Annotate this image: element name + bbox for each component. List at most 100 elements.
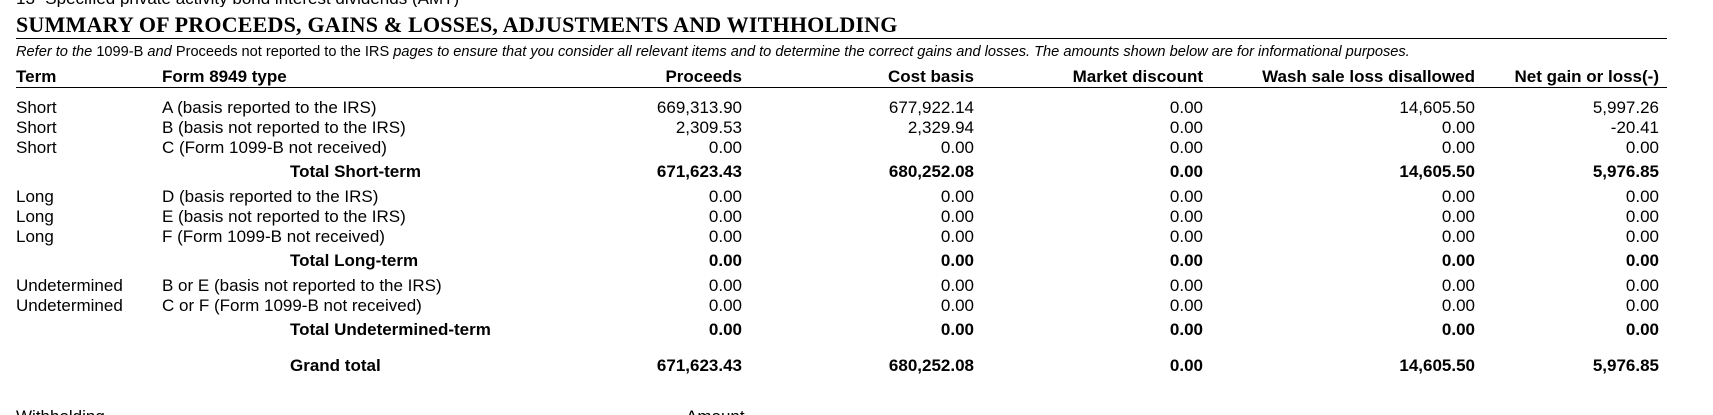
header-cost-basis: Cost basis — [888, 67, 974, 86]
proceeds-cell: 0.00 — [708, 276, 742, 295]
note-link-proceeds: Proceeds not reported to the IRS — [175, 44, 390, 60]
net-gain-cell: 0.00 — [1625, 276, 1659, 295]
proceeds-cell: 0.00 — [708, 296, 742, 315]
cost-basis-cell: 680,252.08 — [888, 356, 974, 375]
market-discount-cell: 0.00 — [1169, 207, 1203, 226]
proceeds-cell: 671,623.43 — [656, 162, 742, 181]
next-line-value: Amount — [686, 407, 745, 415]
term-cell: Undetermined — [16, 276, 123, 295]
cost-basis-cell: 0.00 — [940, 207, 974, 226]
wash-sale-cell: 0.00 — [1441, 296, 1475, 315]
wash-sale-cell: 14,605.50 — [1399, 98, 1475, 117]
market-discount-cell: 0.00 — [1169, 227, 1203, 246]
header-rule — [16, 87, 1667, 88]
cost-basis-cell: 0.00 — [940, 227, 974, 246]
header-wash-sale: Wash sale loss disallowed — [1262, 67, 1475, 86]
net-gain-cell: 0.00 — [1625, 138, 1659, 157]
net-gain-cell: 5,976.85 — [1592, 162, 1659, 181]
market-discount-cell: 0.00 — [1169, 276, 1203, 295]
section-title: SUMMARY OF PROCEEDS, GAINS & LOSSES, ADJ… — [16, 12, 898, 37]
wash-sale-cell: 14,605.50 — [1399, 162, 1475, 181]
header-net-gain: Net gain or loss(-) — [1514, 67, 1659, 86]
cost-basis-cell: 0.00 — [940, 276, 974, 295]
proceeds-cell: 0.00 — [708, 207, 742, 226]
form-type-cell: B or E (basis not reported to the IRS) — [162, 276, 442, 295]
market-discount-cell: 0.00 — [1169, 251, 1203, 270]
market-discount-cell: 0.00 — [1169, 296, 1203, 315]
header-form-type: Form 8949 type — [162, 67, 287, 86]
previous-line: 13- Specified private activity bond inte… — [16, 0, 459, 7]
form-type-cell: C (Form 1099-B not received) — [162, 138, 387, 157]
proceeds-cell: 0.00 — [708, 227, 742, 246]
previous-line-label: 13- Specified private activity bond inte… — [16, 0, 459, 7]
form-type-cell: E (basis not reported to the IRS) — [162, 207, 406, 226]
cost-basis-cell: 0.00 — [940, 296, 974, 315]
proceeds-cell: 671,623.43 — [656, 356, 742, 375]
wash-sale-cell: 0.00 — [1441, 187, 1475, 206]
term-cell: Short — [16, 118, 57, 137]
net-gain-cell: 5,997.26 — [1592, 98, 1659, 117]
cost-basis-cell: 0.00 — [940, 320, 974, 339]
net-gain-cell: 0.00 — [1625, 187, 1659, 206]
market-discount-cell: 0.00 — [1169, 118, 1203, 137]
total-label: Total Short-term — [290, 162, 421, 181]
wash-sale-cell: 0.00 — [1441, 276, 1475, 295]
next-line-label: Withholding — [16, 407, 105, 415]
net-gain-cell: 0.00 — [1625, 227, 1659, 246]
wash-sale-cell: 0.00 — [1441, 138, 1475, 157]
next-line: Withholding Amount — [16, 407, 1696, 415]
proceeds-cell: 0.00 — [708, 320, 742, 339]
header-proceeds: Proceeds — [665, 67, 742, 86]
cost-basis-cell: 677,922.14 — [888, 98, 974, 117]
net-gain-cell: 0.00 — [1625, 320, 1659, 339]
header-market-discount: Market discount — [1072, 67, 1203, 86]
market-discount-cell: 0.00 — [1169, 356, 1203, 375]
cost-basis-cell: 2,329.94 — [907, 118, 974, 137]
net-gain-cell: 0.00 — [1625, 296, 1659, 315]
note-link-1099b: 1099-B — [96, 44, 144, 60]
form-type-cell: B (basis not reported to the IRS) — [162, 118, 406, 137]
market-discount-cell: 0.00 — [1169, 187, 1203, 206]
wash-sale-cell: 0.00 — [1441, 320, 1475, 339]
net-gain-cell: -20.41 — [1610, 118, 1659, 137]
total-label: Total Long-term — [290, 251, 419, 270]
market-discount-cell: 0.00 — [1169, 320, 1203, 339]
term-cell: Long — [16, 187, 54, 206]
section-note: Refer to the 1099-B and Proceeds not rep… — [16, 43, 1410, 61]
wash-sale-cell: 14,605.50 — [1399, 356, 1475, 375]
net-gain-cell: 0.00 — [1625, 207, 1659, 226]
wash-sale-cell: 0.00 — [1441, 118, 1475, 137]
header-term: Term — [16, 67, 57, 86]
wash-sale-cell: 0.00 — [1441, 207, 1475, 226]
total-label: Total Undetermined-term — [290, 320, 491, 339]
cost-basis-cell: 0.00 — [940, 251, 974, 270]
form-type-cell: A (basis reported to the IRS) — [162, 98, 377, 117]
term-cell: Short — [16, 138, 57, 157]
term-cell: Long — [16, 227, 54, 246]
net-gain-cell: 5,976.85 — [1592, 356, 1659, 375]
wash-sale-cell: 0.00 — [1441, 251, 1475, 270]
term-cell: Long — [16, 207, 54, 226]
title-rule — [16, 38, 1667, 39]
note-part-5: pages to ensure that you consider all re… — [389, 44, 1410, 60]
cost-basis-cell: 680,252.08 — [888, 162, 974, 181]
note-part-3: and — [143, 44, 176, 60]
proceeds-cell: 2,309.53 — [675, 118, 742, 137]
wash-sale-cell: 0.00 — [1441, 227, 1475, 246]
proceeds-cell: 0.00 — [708, 251, 742, 270]
cost-basis-cell: 0.00 — [940, 187, 974, 206]
proceeds-cell: 669,313.90 — [656, 98, 742, 117]
form-type-cell: D (basis reported to the IRS) — [162, 187, 379, 206]
market-discount-cell: 0.00 — [1169, 162, 1203, 181]
note-part-1: Refer to the — [16, 44, 97, 60]
term-cell: Undetermined — [16, 296, 123, 315]
proceeds-cell: 0.00 — [708, 138, 742, 157]
net-gain-cell: 0.00 — [1625, 251, 1659, 270]
form-type-cell: F (Form 1099-B not received) — [162, 227, 385, 246]
form-type-cell: C or F (Form 1099-B not received) — [162, 296, 422, 315]
market-discount-cell: 0.00 — [1169, 138, 1203, 157]
total-label: Grand total — [290, 356, 381, 375]
cost-basis-cell: 0.00 — [940, 138, 974, 157]
proceeds-cell: 0.00 — [708, 187, 742, 206]
term-cell: Short — [16, 98, 57, 117]
